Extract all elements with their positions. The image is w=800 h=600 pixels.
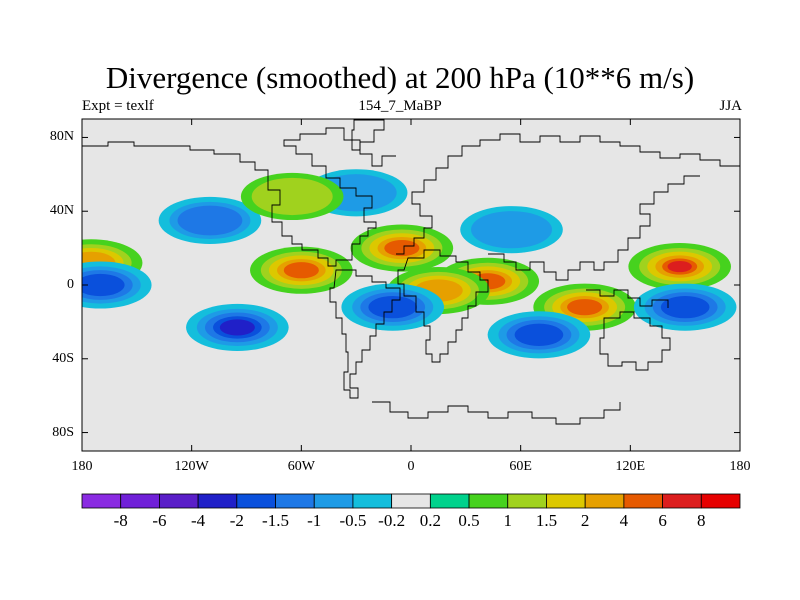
- coast-maritime: [586, 289, 669, 308]
- divergence-field: [82, 169, 737, 359]
- y-tick-label: 0: [67, 277, 74, 292]
- coast-africa: [397, 249, 489, 363]
- colorbar-label: -1: [307, 511, 322, 530]
- colorbar-label: -8: [113, 511, 128, 530]
- y-tick-label: 80N: [49, 129, 74, 145]
- y-tick-label: 80S: [52, 424, 74, 440]
- colorbar-label: -2: [229, 511, 244, 530]
- coast-greenland: [351, 119, 385, 151]
- coast-north-america: [82, 127, 396, 267]
- x-tick-label: 120E: [615, 459, 646, 474]
- x-tick-label: 120W: [174, 459, 209, 474]
- colorbar-label: -1.5: [262, 511, 289, 530]
- colorbar-swatch-8: [391, 493, 431, 509]
- x-tick-label: 60W: [287, 459, 315, 474]
- colorbar-swatch-16: [700, 493, 741, 509]
- y-tick-label: 40S: [52, 350, 74, 366]
- colorbar-label: 8: [697, 511, 706, 530]
- x-tick-label: 180: [71, 459, 93, 474]
- colorbar-swatch-7: [352, 493, 393, 509]
- colorbar-label: 1.5: [535, 511, 558, 530]
- contour-band-15-1: [251, 177, 333, 216]
- contour-band-11-3: [660, 295, 710, 319]
- colorbar-label: 1: [503, 511, 513, 530]
- colorbar-swatch-9: [429, 493, 470, 509]
- run-label: 154_7_MaBP: [358, 98, 442, 114]
- experiment-label: Expt = texlf: [82, 98, 154, 114]
- colorbar-label: -0.2: [378, 511, 406, 530]
- x-tick-label: 0: [407, 459, 415, 474]
- colorbar-swatch-2: [159, 493, 199, 509]
- axis-ticks: [81, 119, 741, 451]
- contour-band-0-5: [667, 260, 692, 273]
- colorbar-swatch-4: [236, 493, 276, 509]
- colorbar-swatch-5: [275, 493, 315, 509]
- colorbar-swatch-10: [468, 493, 509, 509]
- colorbar-swatch-1: [120, 493, 160, 509]
- coast-eurasia: [396, 133, 740, 255]
- contour-band-8-3: [514, 323, 564, 346]
- coastlines: [82, 119, 740, 425]
- y-tick-label: 40N: [49, 203, 74, 219]
- colorbar-label: -0.5: [339, 511, 367, 530]
- colorbar-label: -6: [152, 511, 167, 530]
- coast-asia-south: [488, 175, 700, 281]
- colorbar-swatch-14: [623, 493, 663, 509]
- contour-band-12-2: [177, 205, 243, 236]
- coast-south-america: [329, 269, 401, 399]
- colorbar-label: 0.5: [458, 511, 480, 530]
- colorbar-swatch-6: [313, 493, 354, 509]
- coast-australia: [599, 311, 671, 371]
- plot-title: Divergence (smoothed) at 200 hPa (10**6 …: [105, 60, 695, 95]
- colorbar-swatch-13: [584, 493, 625, 509]
- contour-band-2-4: [283, 262, 319, 279]
- season-label: JJA: [719, 98, 742, 114]
- contour-band-3-4: [384, 240, 420, 257]
- contour-band-7-4: [219, 319, 255, 336]
- colorbar-swatch-11: [507, 493, 547, 509]
- coast-antarctica: [372, 401, 621, 425]
- contour-band-1-4: [567, 299, 603, 316]
- x-tick-label: 180: [729, 459, 751, 474]
- colorbar-swatch-12: [546, 493, 586, 509]
- colorbar-label: 0.2: [419, 511, 441, 530]
- colorbar-swatch-15: [662, 493, 702, 509]
- colorbar-swatch-3: [197, 493, 238, 509]
- x-tick-label: 60E: [509, 459, 532, 474]
- colorbar-swatch-0: [81, 493, 122, 509]
- colorbar-label: 2: [580, 511, 590, 530]
- contour-band-9-3: [82, 273, 125, 297]
- colorbar-label: -4: [191, 511, 206, 530]
- colorbar-label: 6: [658, 511, 667, 530]
- colorbar: [81, 493, 741, 509]
- colorbar-label: 4: [619, 511, 629, 530]
- contour-band-13-1: [471, 211, 553, 249]
- contour-band-10-3: [368, 295, 418, 319]
